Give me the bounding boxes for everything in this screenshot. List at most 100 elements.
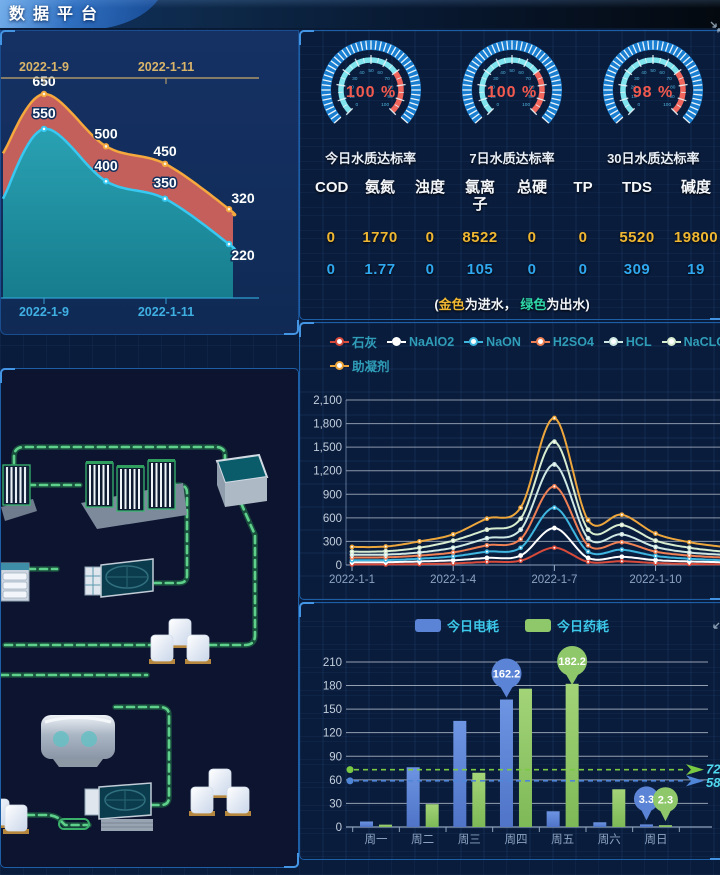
table-cell: 19 bbox=[687, 260, 705, 278]
svg-text:2,100: 2,100 bbox=[313, 395, 342, 407]
svg-text:0: 0 bbox=[355, 102, 358, 108]
dosing-legend: 石灰 NaAlO2 NaON H2SO4 HCL NaCLO 助凝剂 bbox=[300, 323, 720, 375]
legend-item-NaON[interactable]: NaON bbox=[464, 332, 521, 351]
svg-text:周一: 周一 bbox=[365, 833, 388, 846]
svg-text:70: 70 bbox=[384, 76, 390, 82]
svg-text:20: 20 bbox=[348, 85, 354, 91]
svg-text:10: 10 bbox=[490, 94, 496, 100]
column-header: TP bbox=[573, 179, 593, 196]
inflow-area-chart-panel: 650 550 500 400 450 350 320 220 2022-1-9 2022-1-1… bbox=[0, 30, 299, 335]
plant-3d-panel bbox=[0, 368, 299, 868]
svg-text:70: 70 bbox=[667, 76, 673, 82]
plant-3d-illustration bbox=[0, 444, 269, 834]
svg-text:550: 550 bbox=[32, 105, 56, 121]
tank-machine bbox=[41, 715, 115, 767]
legend-item-石灰[interactable]: 石灰 bbox=[330, 332, 377, 351]
legend-label: 今日电耗 bbox=[446, 619, 499, 634]
legend-label: NaON bbox=[486, 334, 521, 349]
legend-label: NaAlO2 bbox=[409, 334, 455, 349]
svg-text:40: 40 bbox=[642, 70, 648, 76]
app-logo: 数据平台 bbox=[0, 0, 160, 28]
table-cell: 0 bbox=[425, 228, 435, 246]
svg-text:0: 0 bbox=[336, 560, 342, 572]
svg-text:58.74: 58.74 bbox=[706, 775, 720, 790]
svg-text:120: 120 bbox=[323, 728, 342, 740]
table-cell: 0 bbox=[326, 260, 336, 278]
expand-icon[interactable] bbox=[713, 615, 720, 629]
svg-text:60: 60 bbox=[377, 70, 383, 76]
column-header: 浊度 bbox=[414, 179, 445, 196]
svg-text:80: 80 bbox=[529, 85, 535, 91]
svg-text:10: 10 bbox=[632, 94, 638, 100]
material-bags-group-1 bbox=[149, 618, 211, 664]
column-header: TDS bbox=[622, 179, 652, 196]
legend-item-NaCLO[interactable]: NaCLO bbox=[661, 332, 720, 351]
svg-text:60: 60 bbox=[329, 775, 342, 787]
dosing-line-chart-panel: 石灰 NaAlO2 NaON H2SO4 HCL NaCLO 助凝剂 0 300 600 900 1… bbox=[299, 322, 720, 600]
gauge-group: 0 10 20 30 40 50 60 70 80 90 100 100 % 今日水质达标率 0 10 20 3… bbox=[300, 31, 720, 167]
svg-text:60: 60 bbox=[660, 70, 666, 76]
legend-item-助凝剂[interactable]: 助凝剂 bbox=[330, 356, 390, 375]
svg-text:2022-1-4: 2022-1-4 bbox=[430, 574, 477, 586]
svg-text:周四: 周四 bbox=[504, 833, 527, 846]
legend-item-H2SO4[interactable]: H2SO4 bbox=[530, 332, 594, 351]
quality-table: COD 氨氮 浊度 氯离子 总硬 TP TDS 碱度 0 1770 0 8522 0 0 5520 19800… bbox=[300, 167, 720, 278]
svg-text:300: 300 bbox=[323, 536, 342, 548]
collapse-icon[interactable] bbox=[710, 21, 720, 35]
svg-text:0: 0 bbox=[638, 102, 641, 108]
svg-text:1,500: 1,500 bbox=[313, 442, 342, 454]
svg-text:320: 320 bbox=[231, 190, 255, 206]
table-cell: 0 bbox=[578, 260, 588, 278]
svg-text:2022-1-9: 2022-1-9 bbox=[19, 60, 69, 74]
legend-item-HCL[interactable]: HCL bbox=[603, 332, 652, 351]
svg-text:1,200: 1,200 bbox=[313, 466, 342, 478]
column-header: COD bbox=[315, 179, 349, 196]
svg-text:72.97: 72.97 bbox=[706, 762, 720, 777]
table-cell: 8522 bbox=[462, 228, 498, 246]
svg-text:周三: 周三 bbox=[458, 833, 481, 846]
pipes-dashed bbox=[0, 445, 257, 827]
svg-text:2022-1-11: 2022-1-11 bbox=[138, 60, 194, 74]
svg-text:3.3: 3.3 bbox=[639, 794, 654, 806]
gauge-label: 30日水质达标率 bbox=[607, 151, 700, 166]
column-header: 氯离子 bbox=[464, 179, 495, 214]
table-cell: 309 bbox=[623, 260, 651, 278]
svg-text:90: 90 bbox=[387, 94, 393, 100]
column-header: 碱度 bbox=[680, 179, 711, 196]
svg-text:50: 50 bbox=[651, 68, 657, 74]
membrane-rack-group bbox=[81, 459, 187, 529]
svg-text:30: 30 bbox=[329, 798, 342, 810]
svg-text:周五: 周五 bbox=[551, 833, 574, 846]
table-row-进水: 0 1770 0 8522 0 0 5520 19800 bbox=[308, 229, 720, 246]
consumption-legend: 今日电耗 今日药耗 bbox=[300, 603, 720, 635]
table-header-row: COD 氨氮 浊度 氯离子 总硬 TP TDS 碱度 bbox=[308, 179, 720, 214]
svg-text:30: 30 bbox=[493, 76, 499, 82]
clarifier-tank-2 bbox=[58, 782, 153, 831]
svg-text:2022-1-1: 2022-1-1 bbox=[329, 574, 375, 586]
table-cell: 1770 bbox=[362, 228, 398, 246]
svg-text:0: 0 bbox=[336, 822, 342, 834]
table-cell: 19800 bbox=[673, 228, 719, 246]
svg-text:20: 20 bbox=[490, 85, 496, 91]
table-cell: 0 bbox=[527, 228, 537, 246]
legend-item-今日电耗[interactable]: 今日电耗 bbox=[414, 616, 499, 635]
legend-item-NaAlO2[interactable]: NaAlO2 bbox=[387, 332, 454, 351]
gauge-label: 7日水质达标率 bbox=[469, 151, 555, 166]
svg-text:100: 100 bbox=[522, 102, 530, 108]
water-quality-panel: 0 10 20 30 40 50 60 70 80 90 100 100 % 今日水质达标率 0 10 20 3… bbox=[299, 21, 720, 320]
svg-text:210: 210 bbox=[323, 657, 342, 669]
svg-text:90: 90 bbox=[329, 751, 342, 763]
svg-text:2022-1-7: 2022-1-7 bbox=[531, 574, 577, 586]
note-part: ( bbox=[434, 296, 439, 312]
material-bags-group-2 bbox=[189, 768, 251, 816]
legend-item-今日药耗[interactable]: 今日药耗 bbox=[525, 616, 609, 635]
svg-text:90: 90 bbox=[528, 94, 534, 100]
svg-text:400: 400 bbox=[94, 157, 118, 173]
legend-label: NaCLO bbox=[683, 334, 720, 349]
svg-text:450: 450 bbox=[153, 143, 177, 159]
svg-text:900: 900 bbox=[323, 489, 342, 501]
legend-label: 今日药耗 bbox=[557, 619, 610, 634]
svg-text:220: 220 bbox=[231, 247, 255, 263]
